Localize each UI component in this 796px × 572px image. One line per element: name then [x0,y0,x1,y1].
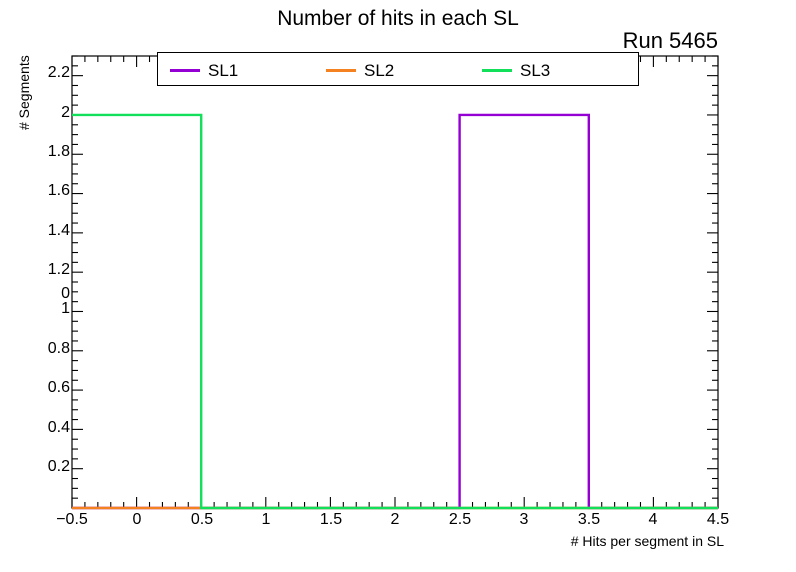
x-tick-label: 3 [519,511,529,528]
x-axis-title: # Hits per segment in SL [570,533,724,549]
x-tick-label: 2.5 [448,511,472,528]
page-title: Number of hits in each SL [277,7,519,30]
x-tick-label: 3.5 [577,511,601,528]
y-tick-label: 1.4 [47,222,70,239]
x-tick-label: 4.5 [706,511,730,528]
x-tick-label: 1.5 [319,511,343,528]
x-axis-ticks [71,56,719,508]
legend-swatch-sl1 [170,68,200,72]
legend-entry-sl2: SL2 [326,53,394,87]
x-tick-label: 2 [390,511,400,528]
y-tick-label: 0.2 [47,458,70,475]
y-axis-ticks [72,55,718,509]
legend-entry-sl3: SL3 [482,53,550,87]
y-tick-label: 0.8 [47,340,70,357]
y-tick-label: 0.6 [47,379,70,396]
legend-swatch-sl2 [326,68,356,72]
legend-label-sl3: SL3 [520,60,551,80]
legend-label-sl1: SL1 [208,60,239,80]
x-tick-label: −0.5 [56,511,88,528]
y-tick-label: 0 [61,285,70,302]
y-tick-label: 0.4 [47,419,70,436]
y-tick-label: 2.2 [47,64,70,81]
y-tick-label: 1.2 [47,261,70,278]
x-tick-label: 4 [648,511,658,528]
y-tick-label: 2 [61,104,70,121]
y-tick-label: 1.6 [47,182,70,199]
legend-label-sl2: SL2 [364,60,395,80]
y-tick-label: 1 [61,300,70,317]
plot-frame [71,55,719,509]
y-tick-label: 1.8 [47,143,70,160]
legend-entry-sl1: SL1 [170,53,238,87]
histogram-series [72,113,718,510]
x-tick-label: 1 [261,511,271,528]
x-tick-label: 0 [132,511,142,528]
legend-swatch-sl3 [482,68,512,72]
x-tick-label: 0.5 [190,511,214,528]
run-annotation: Run 5465 [622,28,718,53]
legend: SL1 SL2 SL3 [157,52,639,86]
